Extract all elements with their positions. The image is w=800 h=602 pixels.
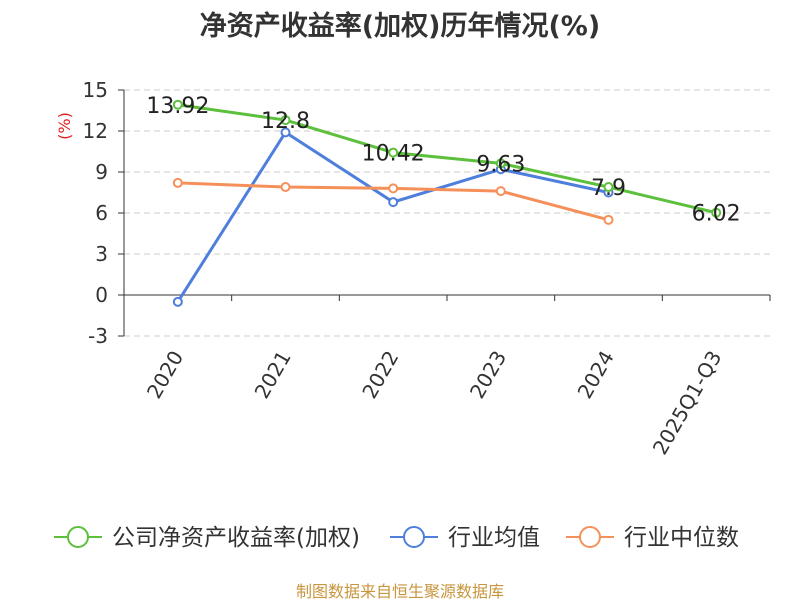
series-2	[172, 177, 614, 225]
data-point	[280, 127, 291, 138]
y-tick-label: -3	[88, 324, 108, 348]
legend-item-0: 公司净资产收益率(加权)	[54, 525, 360, 551]
y-tick-label: 15	[83, 78, 108, 102]
y-tick-label: 0	[95, 283, 108, 307]
legend-label: 行业中位数	[624, 525, 739, 551]
data-label: 10.42	[362, 142, 425, 167]
x-tick-label: 2024	[573, 347, 619, 403]
series-line	[177, 103, 717, 215]
data-label: 12.8	[261, 109, 310, 134]
legend-item-2: 行业中位数	[566, 525, 739, 551]
x-tick-label: 2022	[357, 347, 403, 403]
data-point	[603, 182, 614, 193]
x-tick-label: 2025Q1-Q3	[648, 347, 727, 459]
x-tick-label: 2023	[465, 347, 511, 403]
data-point	[388, 197, 399, 208]
legend-marker	[403, 526, 425, 548]
x-tick-label: 2021	[250, 347, 296, 403]
data-point	[388, 183, 399, 194]
data-label: 9.63	[476, 152, 525, 177]
data-point	[172, 296, 183, 307]
data-point	[280, 182, 291, 193]
data-point	[495, 158, 506, 169]
data-label: 13.92	[146, 94, 209, 119]
data-point	[388, 147, 399, 158]
legend-marker	[67, 526, 89, 548]
y-tick-label: 6	[95, 201, 108, 225]
data-point	[495, 186, 506, 197]
y-tick-label: 3	[95, 242, 108, 266]
data-point	[172, 177, 183, 188]
y-tick-label: 12	[83, 119, 108, 143]
data-point	[711, 207, 722, 218]
data-label: 7.9	[591, 176, 626, 201]
data-point	[280, 115, 291, 126]
chart-title: 净资产收益率(加权)历年情况(%)	[199, 11, 601, 42]
data-point	[603, 214, 614, 225]
series-1	[172, 127, 614, 307]
data-label: 6.02	[692, 202, 741, 227]
legend-label: 行业均值	[448, 525, 540, 551]
y-tick-label: 9	[95, 160, 108, 184]
x-tick-label: 2020	[142, 347, 188, 403]
legend-marker	[579, 526, 601, 548]
source-note: 制图数据来自恒生聚源数据库	[295, 582, 504, 601]
legend-label: 公司净资产收益率(加权)	[112, 525, 360, 551]
legend-item-1: 行业均值	[390, 525, 540, 551]
y-axis-label: (%)	[55, 112, 74, 140]
series-0	[172, 99, 722, 218]
data-point	[172, 99, 183, 110]
